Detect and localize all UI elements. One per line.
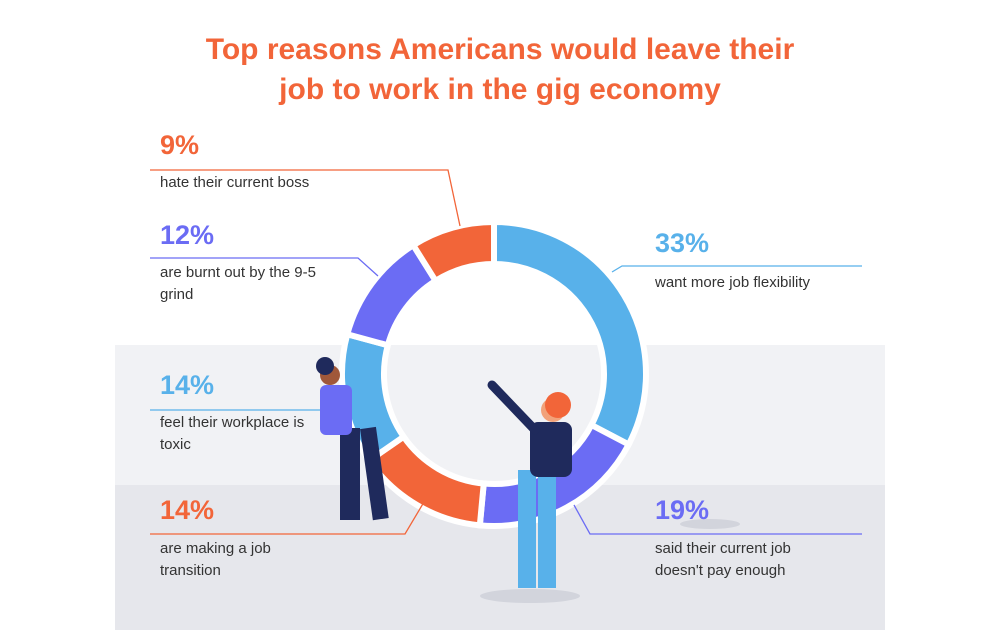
- figure-legs: [360, 426, 389, 521]
- donut-slice: [491, 218, 649, 449]
- category-label: want more job flexibility: [655, 274, 811, 291]
- leader-line: [150, 257, 379, 277]
- figure-hair: [316, 357, 334, 375]
- shadow: [680, 519, 740, 529]
- figure-arm: [487, 380, 540, 435]
- shadow: [480, 589, 580, 603]
- figure-legs: [340, 428, 360, 520]
- leader-line: [150, 403, 349, 411]
- category-label: hate their current boss: [160, 174, 310, 191]
- category-label: said their current job doesn't pay enoug…: [655, 540, 791, 579]
- donut-slice: [409, 218, 497, 285]
- leader-line: [611, 265, 862, 273]
- value-label: 12%: [160, 220, 215, 250]
- figure-hair: [545, 392, 571, 418]
- leader-line: [150, 501, 425, 535]
- illustration: [316, 357, 740, 603]
- figure-body: [320, 385, 352, 435]
- value-label: 14%: [160, 370, 215, 400]
- value-label: 9%: [160, 130, 200, 160]
- value-label: 33%: [655, 228, 710, 258]
- figure-legs: [518, 470, 536, 588]
- chart-title: Top reasons Americans would leave their …: [205, 33, 795, 106]
- figure-legs: [538, 470, 556, 588]
- value-label: 14%: [160, 495, 215, 525]
- category-label: are making a job transition: [160, 540, 271, 579]
- category-label: feel their workplace is toxic: [160, 414, 305, 453]
- leader-line: [573, 504, 862, 535]
- value-label: 19%: [655, 495, 710, 525]
- category-label: are burnt out by the 9-5 grind: [160, 264, 316, 303]
- background-band: [115, 345, 885, 485]
- figure-body: [530, 422, 572, 477]
- leader-line: [150, 169, 461, 227]
